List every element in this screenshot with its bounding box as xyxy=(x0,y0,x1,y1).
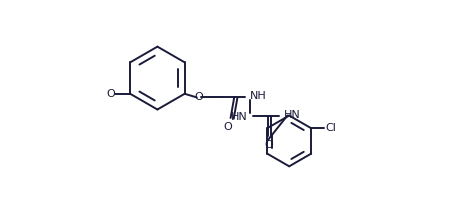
Text: O: O xyxy=(195,92,203,102)
Text: O: O xyxy=(223,122,232,132)
Text: O: O xyxy=(107,89,115,99)
Text: HN: HN xyxy=(284,110,301,120)
Text: Cl: Cl xyxy=(326,123,337,133)
Text: O: O xyxy=(264,140,273,150)
Text: HN: HN xyxy=(231,112,247,122)
Text: NH: NH xyxy=(250,91,267,101)
